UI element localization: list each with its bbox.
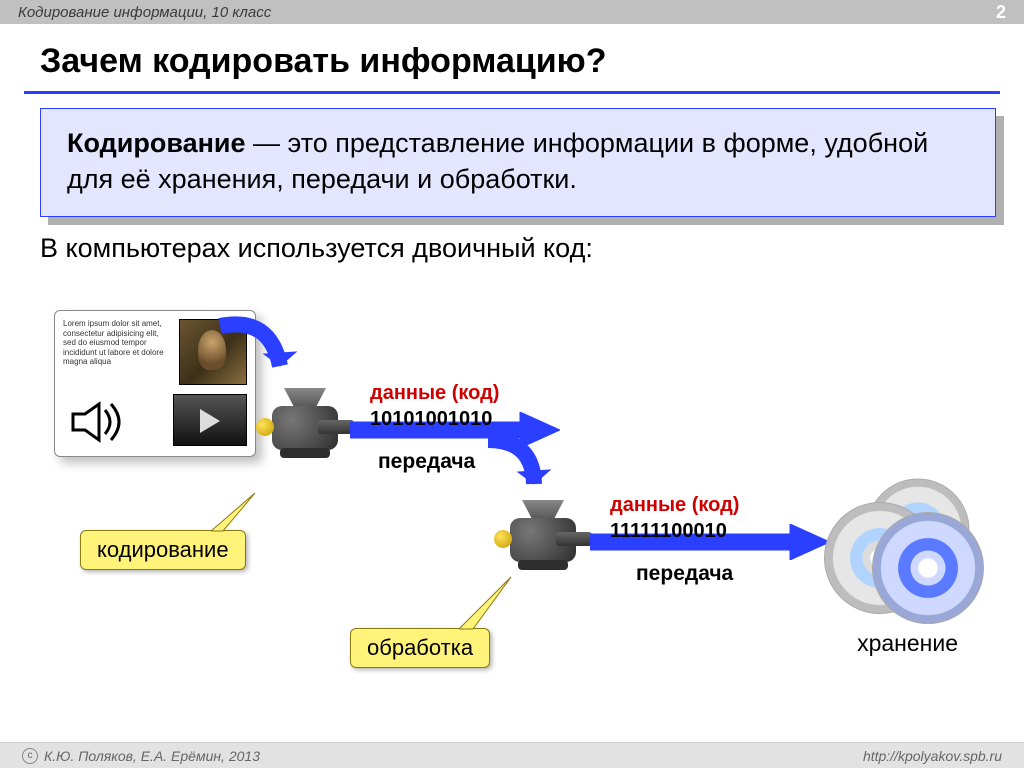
encoder-2-icon xyxy=(500,500,586,572)
callout-encoding-tail xyxy=(211,489,261,539)
breadcrumb: Кодирование информации, 10 класс xyxy=(18,4,271,21)
footer: c К.Ю. Поляков, Е.А. Ерёмин, 2013 http:/… xyxy=(0,742,1024,768)
code-2: 11111100010 xyxy=(610,520,727,543)
callout-processing-tail xyxy=(459,573,519,635)
footer-copyright: c К.Ю. Поляков, Е.А. Ерёмин, 2013 xyxy=(22,748,260,764)
topbar: Кодирование информации, 10 класс 2 xyxy=(0,0,1024,24)
transfer-label-1: передача xyxy=(378,450,475,474)
defbox-card: Кодирование — это представление информац… xyxy=(40,108,996,217)
footer-url: http://kpolyakov.spb.ru xyxy=(863,748,1002,764)
discs-icon xyxy=(814,480,984,610)
data-label-1: данные (код) xyxy=(370,382,499,405)
transfer-label-2: передача xyxy=(636,562,733,586)
callout-processing-label: обработка xyxy=(367,635,473,660)
slide: Кодирование информации, 10 класс 2 Зачем… xyxy=(0,0,1024,768)
copyright-icon: c xyxy=(22,748,38,764)
callout-processing: обработка xyxy=(350,628,490,668)
disc-3 xyxy=(872,512,984,624)
footer-copyright-text: К.Ю. Поляков, Е.А. Ерёмин, 2013 xyxy=(44,748,260,764)
encoder-1-icon xyxy=(262,388,348,460)
callout-encoding-label: кодирование xyxy=(97,537,229,562)
code-1: 10101001010 xyxy=(370,408,492,431)
lorem-text: Lorem ipsum dolor sit amet, consectetur … xyxy=(63,319,171,367)
data-label-2: данные (код) xyxy=(610,494,739,517)
callout-encoding: кодирование xyxy=(80,530,246,570)
slide-title: Зачем кодировать информацию? xyxy=(0,24,1024,91)
diagram: Lorem ipsum dolor sit amet, consectetur … xyxy=(0,300,1024,740)
speaker-icon xyxy=(69,400,127,444)
page-number: 2 xyxy=(996,2,1006,23)
definition-term: Кодирование xyxy=(67,128,246,158)
definition-box: Кодирование — это представление информац… xyxy=(40,108,996,217)
title-underline xyxy=(24,91,1000,94)
storage-label: хранение xyxy=(857,630,958,657)
